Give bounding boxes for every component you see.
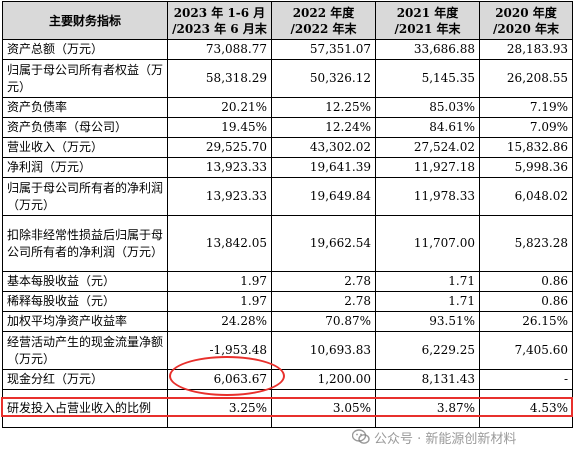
table-cell: 12.25% bbox=[271, 97, 376, 118]
table-cell: 5,145.35 bbox=[375, 59, 480, 98]
table-cell: 6,229.25 bbox=[375, 331, 480, 370]
table-cell: 11,978.33 bbox=[375, 177, 480, 216]
table-cell: 7.19% bbox=[479, 97, 573, 118]
table-cell: 11,927.18 bbox=[375, 157, 480, 178]
table-cell: 84.61% bbox=[375, 117, 480, 138]
table-cell: 27,524.02 bbox=[375, 137, 480, 158]
table-cell: 11,707.00 bbox=[375, 215, 480, 272]
table-cell: 15,832.86 bbox=[479, 137, 573, 158]
table-cell: 2.78 bbox=[271, 291, 376, 312]
table-cell: 7.09% bbox=[479, 117, 573, 138]
row-label: 归属于母公司所有者的净利润（万元） bbox=[2, 177, 168, 216]
table-cell: 19,641.39 bbox=[271, 157, 376, 178]
table-cell: 3.87% bbox=[375, 389, 480, 428]
row-label: 现金分红（万元） bbox=[2, 369, 168, 390]
table-cell: 20.21% bbox=[167, 97, 272, 118]
table-cell: 8,131.43 bbox=[375, 369, 480, 390]
table-cell: 57,351.07 bbox=[271, 39, 376, 60]
table-cell: 93.51% bbox=[375, 311, 480, 332]
table-row: 归属于母公司所有者权益（万元） 58,318.29 50,326.12 5,14… bbox=[2, 59, 573, 98]
wechat-icon bbox=[352, 429, 370, 444]
table-row: 资产负债率 20.21% 12.25% 85.03% 7.19% bbox=[2, 97, 573, 118]
table-row: 基本每股收益（元） 1.97 2.78 1.71 0.86 bbox=[2, 271, 573, 292]
row-label: 扣除非经常性损益后归属于母公司所有者的净利润（万元） bbox=[2, 215, 168, 272]
table-row: 净利润（万元） 13,923.33 19,641.39 11,927.18 5,… bbox=[2, 157, 573, 178]
header-cell: 2023 年 1-6 月 /2023 年 6 月末 bbox=[167, 1, 272, 40]
table-cell: 13,923.33 bbox=[167, 177, 272, 216]
table-cell: 1.71 bbox=[375, 271, 480, 292]
table-cell: 19,662.54 bbox=[271, 215, 376, 272]
table-cell: 24.28% bbox=[167, 311, 272, 332]
table-cell: 3.25% bbox=[167, 389, 272, 428]
table-row: 稀释每股收益（元） 1.97 2.78 1.71 0.86 bbox=[2, 291, 573, 312]
financial-indicators-table: 主要财务指标 2023 年 1-6 月 /2023 年 6 月末 2022 年度… bbox=[2, 1, 573, 428]
table-cell: 1.97 bbox=[167, 291, 272, 312]
table-cell: - bbox=[479, 369, 573, 390]
table-cell: 28,183.93 bbox=[479, 39, 573, 60]
table-cell: 3.05% bbox=[271, 389, 376, 428]
table-cell: 5,998.36 bbox=[479, 157, 573, 178]
table-cell: 10,693.83 bbox=[271, 331, 376, 370]
table-cell: 2.78 bbox=[271, 271, 376, 292]
row-label: 营业收入（万元） bbox=[2, 137, 168, 158]
table-cell: 85.03% bbox=[375, 97, 480, 118]
table-cell: 0.86 bbox=[479, 271, 573, 292]
table-cell: 29,525.70 bbox=[167, 137, 272, 158]
row-label: 基本每股收益（元） bbox=[2, 271, 168, 292]
table-header-row: 主要财务指标 2023 年 1-6 月 /2023 年 6 月末 2022 年度… bbox=[2, 1, 573, 40]
table-row: 扣除非经常性损益后归属于母公司所有者的净利润（万元） 13,842.05 19,… bbox=[2, 215, 573, 272]
header-cell: 2022 年度 /2022 年末 bbox=[271, 1, 376, 40]
table-row: 资产总额（万元） 73,088.77 57,351.07 33,686.88 2… bbox=[2, 39, 573, 60]
row-label: 资产总额（万元） bbox=[2, 39, 168, 60]
watermark-text: 公众号 · 新能源创新材料 bbox=[374, 431, 517, 447]
row-label: 资产负债率（母公司） bbox=[2, 117, 168, 138]
table-cell: 70.87% bbox=[271, 311, 376, 332]
table-row: 经营活动产生的现金流量净额（万元） -1,953.48 10,693.83 6,… bbox=[2, 331, 573, 370]
table-cell: 19.45% bbox=[167, 117, 272, 138]
table-cell: 19,649.84 bbox=[271, 177, 376, 216]
row-label: 加权平均净资产收益率 bbox=[2, 311, 168, 332]
table-cell: 5,823.28 bbox=[479, 215, 573, 272]
table-cell: 4.53% bbox=[479, 389, 573, 428]
table-cell: 73,088.77 bbox=[167, 39, 272, 60]
header-cell: 2021 年度 /2021 年末 bbox=[375, 1, 480, 40]
table-cell: 1.71 bbox=[375, 291, 480, 312]
table-row: 营业收入（万元） 29,525.70 43,302.02 27,524.02 1… bbox=[2, 137, 573, 158]
table-cell: 43,302.02 bbox=[271, 137, 376, 158]
table-cell: 7,405.60 bbox=[479, 331, 573, 370]
table-row: 研发投入占营业收入的比例 3.25% 3.05% 3.87% 4.53% bbox=[2, 389, 573, 428]
table-cell: 58,318.29 bbox=[167, 59, 272, 98]
table-cell: 26.15% bbox=[479, 311, 573, 332]
row-label: 经营活动产生的现金流量净额（万元） bbox=[2, 331, 168, 370]
table-cell: 33,686.88 bbox=[375, 39, 480, 60]
table-cell: 1.97 bbox=[167, 271, 272, 292]
table-cell: 13,842.05 bbox=[167, 215, 272, 272]
table-cell: 13,923.33 bbox=[167, 157, 272, 178]
row-label: 资产负债率 bbox=[2, 97, 168, 118]
row-label: 研发投入占营业收入的比例 bbox=[2, 389, 168, 428]
table-row: 现金分红（万元） 6,063.67 1,200.00 8,131.43 - bbox=[2, 369, 573, 390]
header-cell: 2020 年度 /2020 年末 bbox=[479, 1, 573, 40]
table-cell: 12.24% bbox=[271, 117, 376, 138]
table-cell: 50,326.12 bbox=[271, 59, 376, 98]
table-cell: 26,208.55 bbox=[479, 59, 573, 98]
row-label: 净利润（万元） bbox=[2, 157, 168, 178]
row-label: 归属于母公司所有者权益（万元） bbox=[2, 59, 168, 98]
table-row: 归属于母公司所有者的净利润（万元） 13,923.33 19,649.84 11… bbox=[2, 177, 573, 216]
header-cell: 主要财务指标 bbox=[2, 1, 168, 40]
table-row: 加权平均净资产收益率 24.28% 70.87% 93.51% 26.15% bbox=[2, 311, 573, 332]
table-cell: -1,953.48 bbox=[167, 331, 272, 370]
table-cell: 6,048.02 bbox=[479, 177, 573, 216]
table-cell: 1,200.00 bbox=[271, 369, 376, 390]
table-cell: 6,063.67 bbox=[167, 369, 272, 390]
watermark: 公众号 · 新能源创新材料 bbox=[352, 427, 516, 447]
row-label: 稀释每股收益（元） bbox=[2, 291, 168, 312]
table-cell: 0.86 bbox=[479, 291, 573, 312]
table-row: 资产负债率（母公司） 19.45% 12.24% 84.61% 7.09% bbox=[2, 117, 573, 138]
